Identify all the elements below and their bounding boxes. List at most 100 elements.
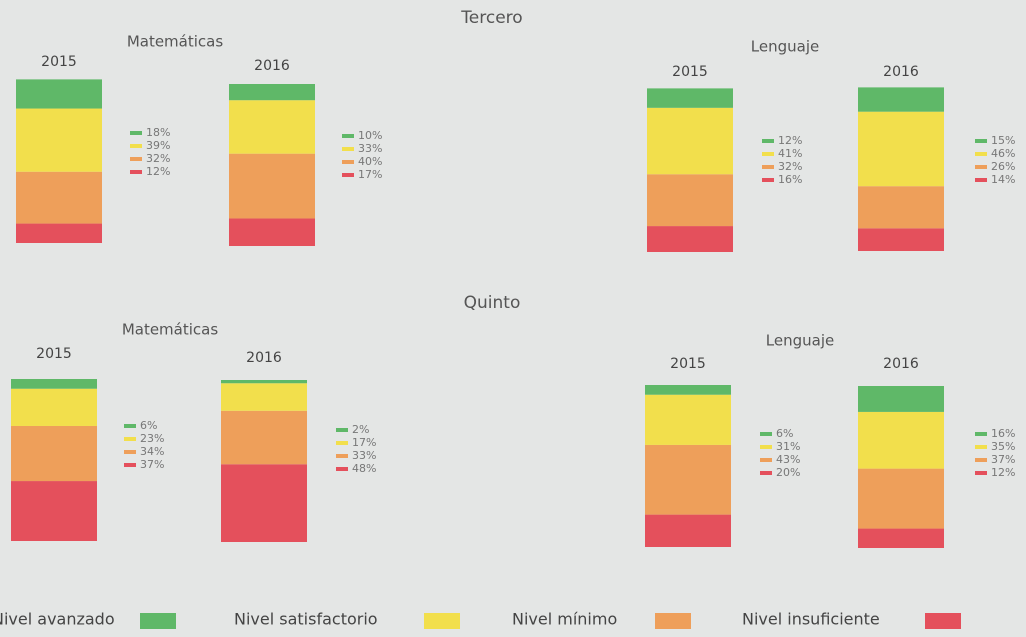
legend-label: Nivel avanzado (0, 610, 115, 629)
label-swatch (975, 471, 987, 475)
legend-label: Nivel mínimo (512, 610, 617, 629)
bar-segment (647, 226, 733, 252)
x-tick-label: 2016 (246, 350, 282, 366)
label-swatch (336, 441, 348, 445)
bar-segment (16, 108, 102, 172)
data-label: 39% (146, 139, 170, 152)
x-tick-label: 2015 (36, 346, 72, 362)
data-label: 37% (140, 458, 164, 471)
bar-segment (858, 411, 944, 469)
bar-segment (647, 174, 733, 227)
bar-segment (229, 153, 315, 219)
section-title: Quinto (464, 293, 521, 313)
data-label: 12% (991, 466, 1015, 479)
label-swatch (760, 458, 772, 462)
bar-segment (221, 383, 307, 411)
bar-segment (645, 514, 731, 547)
data-label: 37% (991, 453, 1015, 466)
data-label: 10% (358, 129, 382, 142)
label-swatch (336, 454, 348, 458)
bar-segment (858, 87, 944, 112)
data-label: 32% (778, 160, 802, 173)
data-label: 32% (146, 152, 170, 165)
x-tick-label: 2016 (883, 64, 919, 80)
bar-segment (11, 379, 97, 389)
bar-segment (11, 481, 97, 541)
bar-segment (647, 107, 733, 175)
label-swatch (124, 424, 136, 428)
data-label: 26% (991, 160, 1015, 173)
label-swatch (762, 139, 774, 143)
bar-segment (11, 425, 97, 482)
bar-segment (645, 444, 731, 515)
data-label: 15% (991, 134, 1015, 147)
chart-title: Lenguaje (751, 38, 819, 56)
bar-segment (645, 394, 731, 445)
bar-segment (647, 88, 733, 108)
bar-segment (229, 218, 315, 246)
data-label: 12% (146, 165, 170, 178)
label-swatch (130, 157, 142, 161)
chart-title: Matemáticas (127, 33, 224, 51)
label-swatch (760, 471, 772, 475)
label-swatch (975, 432, 987, 436)
label-swatch (130, 131, 142, 135)
data-label: 43% (776, 453, 800, 466)
legend-swatch (655, 613, 691, 629)
data-label: 17% (352, 436, 376, 449)
label-swatch (975, 178, 987, 182)
label-swatch (975, 458, 987, 462)
data-label: 46% (991, 147, 1015, 160)
x-tick-label: 2015 (41, 54, 77, 70)
legend-swatch (925, 613, 961, 629)
data-label: 16% (778, 173, 802, 186)
data-label: 48% (352, 462, 376, 475)
label-swatch (762, 165, 774, 169)
data-label: 18% (146, 126, 170, 139)
data-label: 34% (140, 445, 164, 458)
data-label: 35% (991, 440, 1015, 453)
data-label: 33% (358, 142, 382, 155)
x-tick-label: 2015 (670, 356, 706, 372)
legend-label: Nivel insuficiente (742, 610, 880, 629)
data-label: 31% (776, 440, 800, 453)
bar-segment (16, 171, 102, 224)
legend-label: Nivel satisfactorio (234, 610, 378, 629)
label-swatch (975, 152, 987, 156)
bar-segment (645, 385, 731, 395)
data-label: 41% (778, 147, 802, 160)
x-tick-label: 2016 (883, 356, 919, 372)
label-swatch (975, 445, 987, 449)
legend-swatch (424, 613, 460, 629)
label-swatch (342, 134, 354, 138)
data-label: 12% (778, 134, 802, 147)
chart-title: Lenguaje (766, 332, 834, 350)
bar-segment (221, 464, 307, 542)
label-swatch (975, 165, 987, 169)
data-label: 23% (140, 432, 164, 445)
data-label: 33% (352, 449, 376, 462)
bar-segment (858, 111, 944, 187)
bar-segment (16, 79, 102, 109)
data-label: 17% (358, 168, 382, 181)
data-label: 20% (776, 466, 800, 479)
bar-segment (11, 388, 97, 426)
bar-segment (221, 380, 307, 384)
label-swatch (342, 173, 354, 177)
legend-swatch (140, 613, 176, 629)
section-title: Tercero (460, 8, 522, 28)
data-label: 6% (140, 419, 157, 432)
label-swatch (130, 170, 142, 174)
label-swatch (975, 139, 987, 143)
data-label: 2% (352, 423, 369, 436)
bar-segment (221, 410, 307, 465)
label-swatch (336, 467, 348, 471)
label-swatch (342, 147, 354, 151)
chart-title: Matemáticas (122, 321, 219, 339)
label-swatch (762, 178, 774, 182)
label-swatch (342, 160, 354, 164)
x-tick-label: 2015 (672, 64, 708, 80)
label-swatch (124, 437, 136, 441)
